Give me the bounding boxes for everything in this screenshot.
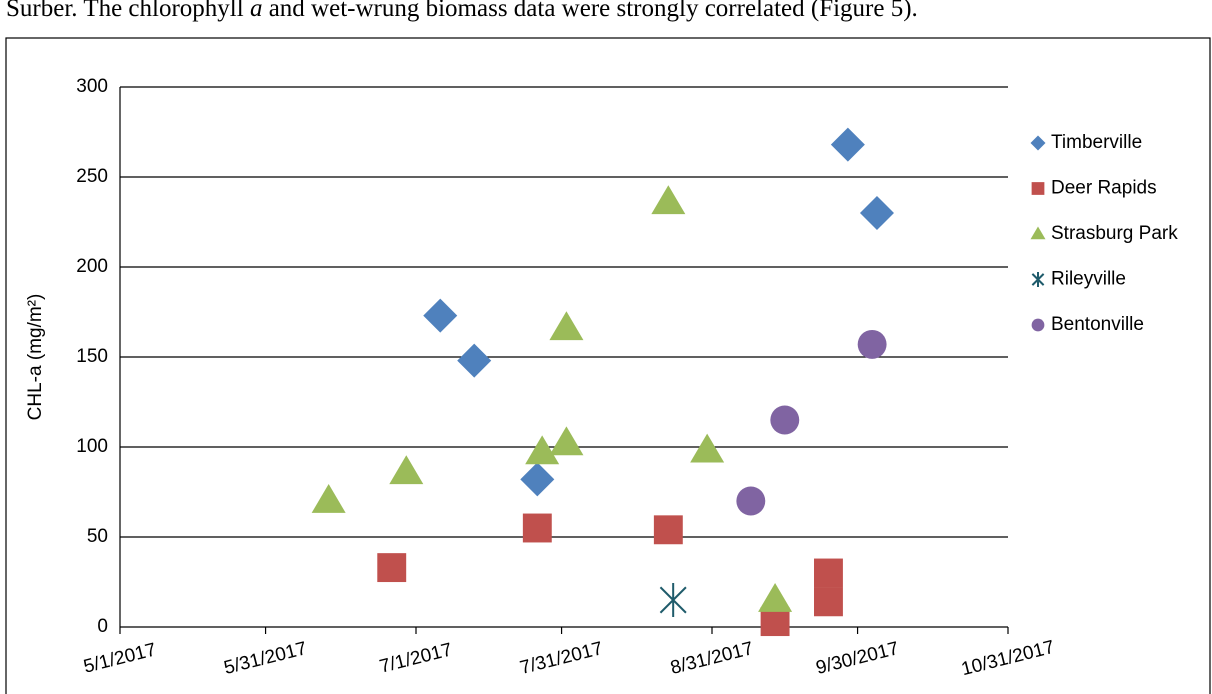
point bbox=[758, 583, 793, 612]
y-tick-label: 200 bbox=[76, 256, 108, 277]
x-tick-label: 5/31/2017 bbox=[222, 638, 309, 679]
point bbox=[814, 558, 843, 588]
legend-marker bbox=[1030, 135, 1046, 151]
point bbox=[659, 583, 687, 617]
y-tick-label: 300 bbox=[76, 76, 108, 97]
chart-frame bbox=[5, 37, 1211, 694]
x-tick-label: 9/30/2017 bbox=[814, 638, 901, 679]
legend-label: Bentonville bbox=[1051, 314, 1144, 335]
point bbox=[549, 426, 584, 456]
point bbox=[857, 329, 887, 359]
point bbox=[522, 513, 552, 543]
y-tick-label: 150 bbox=[76, 346, 108, 367]
legend-marker bbox=[1030, 226, 1046, 240]
point bbox=[653, 515, 683, 545]
x-tick-label: 7/31/2017 bbox=[518, 638, 605, 679]
x-tick-label: 10/31/2017 bbox=[959, 637, 1056, 680]
legend-label: Strasburg Park bbox=[1051, 223, 1178, 244]
legend-label: Deer Rapids bbox=[1051, 178, 1157, 199]
legend-marker bbox=[1031, 318, 1045, 332]
point bbox=[814, 587, 843, 617]
point bbox=[760, 607, 790, 637]
y-tick-label: 100 bbox=[76, 436, 108, 457]
text-above: Surber. The chlorophyll a and wet-wrung … bbox=[6, 0, 918, 22]
point bbox=[423, 298, 458, 333]
point bbox=[377, 553, 407, 583]
legend-label: Timberville bbox=[1051, 132, 1142, 153]
point bbox=[736, 486, 766, 516]
y-axis-label: CHL-a (mg/m²) bbox=[25, 294, 46, 421]
point bbox=[520, 462, 555, 497]
legend-marker bbox=[1031, 182, 1045, 195]
x-tick-label: 8/31/2017 bbox=[668, 638, 755, 679]
point bbox=[830, 127, 865, 162]
point bbox=[859, 196, 894, 230]
y-tick-label: 250 bbox=[76, 166, 108, 187]
x-tick-label: 7/1/2017 bbox=[377, 639, 454, 677]
x-tick-label: 5/1/2017 bbox=[81, 639, 158, 677]
point bbox=[525, 435, 560, 465]
text-part: Surber. The chlorophyll bbox=[6, 0, 250, 22]
point bbox=[311, 484, 346, 513]
point bbox=[690, 433, 725, 463]
point bbox=[389, 455, 424, 485]
point bbox=[549, 311, 584, 341]
y-tick-label: 0 bbox=[97, 616, 108, 637]
text-part: a bbox=[250, 0, 263, 22]
point bbox=[457, 343, 492, 378]
legend-label: Rileyville bbox=[1051, 269, 1126, 290]
point bbox=[651, 185, 686, 215]
text-part: and wet-wrung biomass data were strongly… bbox=[262, 0, 917, 22]
point bbox=[770, 405, 800, 435]
y-tick-label: 50 bbox=[87, 526, 108, 547]
legend-marker bbox=[1031, 272, 1045, 287]
